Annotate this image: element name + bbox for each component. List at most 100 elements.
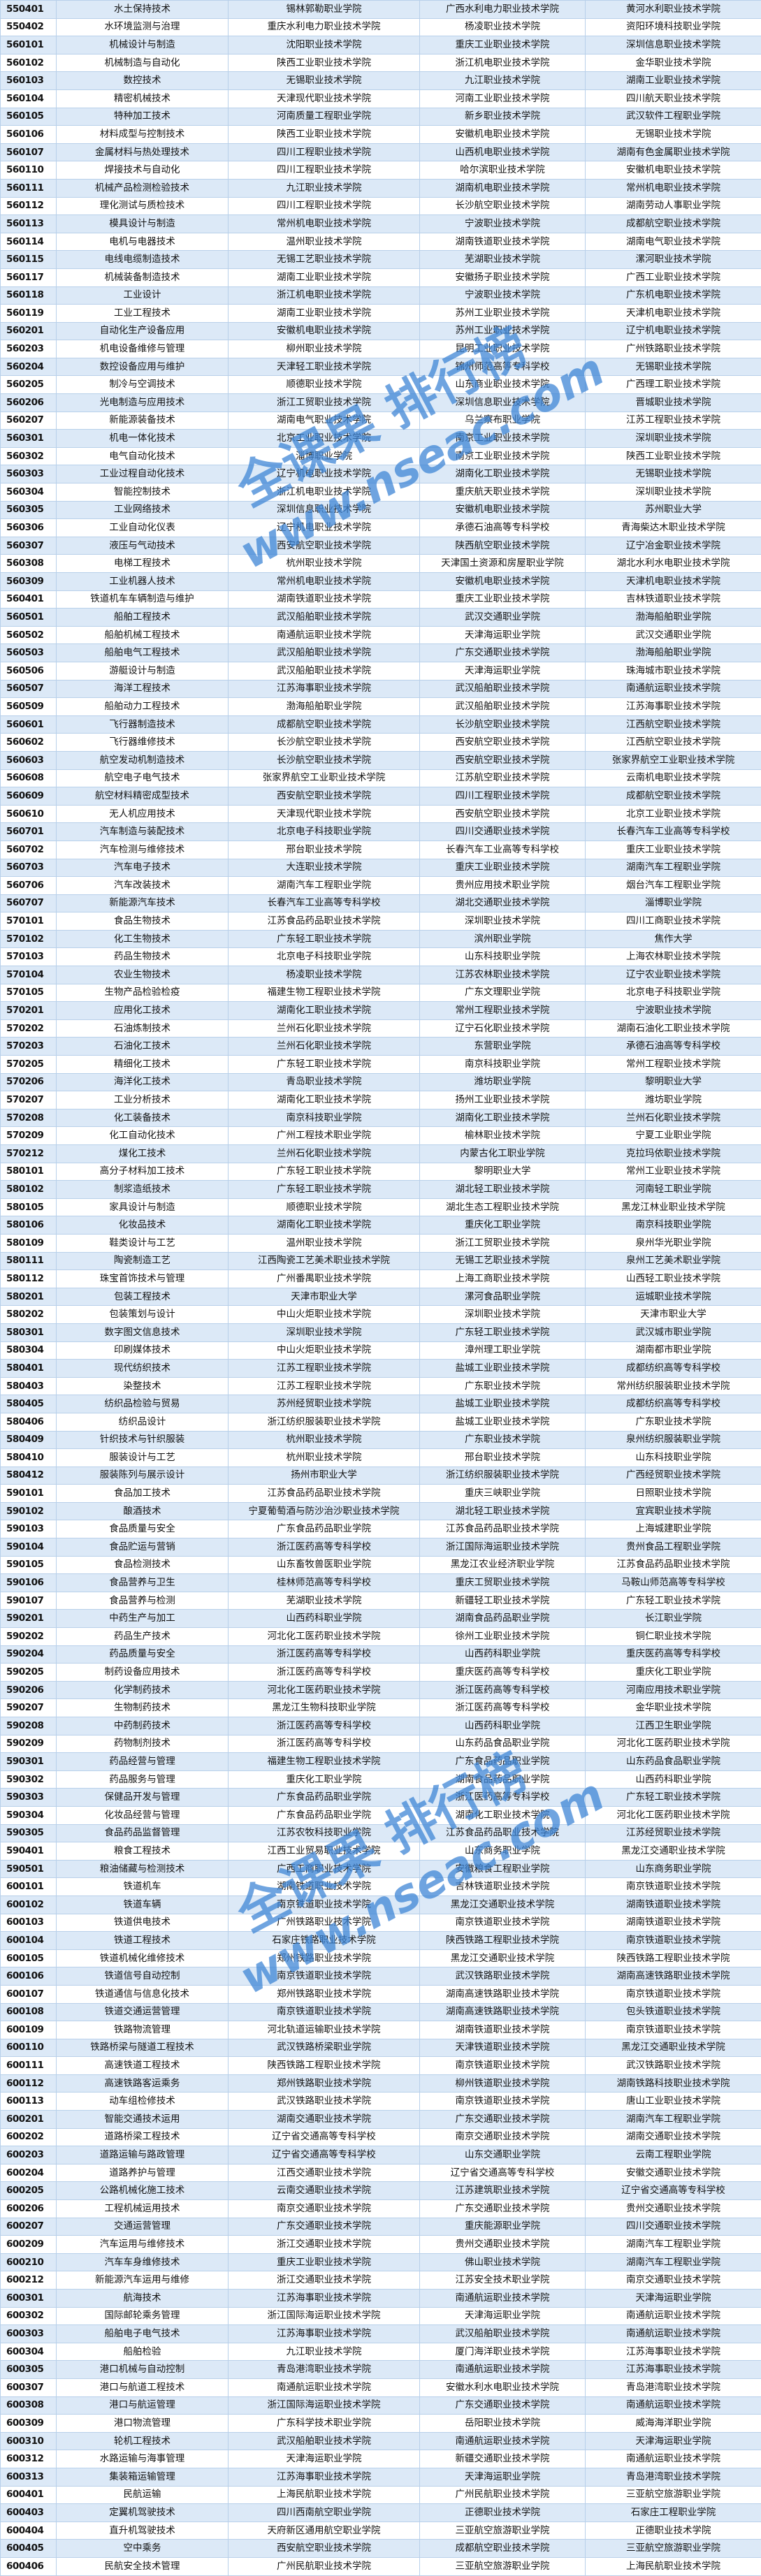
major-name: 粮油储藏与检测技术 — [57, 1860, 229, 1878]
major-name: 食品药品监督管理 — [57, 1824, 229, 1842]
school-3: 南京铁道职业技术学院 — [586, 1985, 761, 2003]
school-3: 无锡职业技术学院 — [586, 126, 761, 144]
school-1: 淄博职业学院 — [229, 447, 420, 465]
major-code: 560307 — [1, 537, 57, 555]
major-code: 600406 — [1, 2557, 57, 2575]
major-name: 海洋工程技术 — [57, 680, 229, 698]
major-code: 560306 — [1, 519, 57, 537]
school-3: 天津机电职业技术学院 — [586, 573, 761, 591]
school-2: 新乡职业技术学院 — [420, 108, 586, 126]
school-1: 广东科学技术职业学院 — [229, 2415, 420, 2433]
school-2: 九江职业技术学院 — [420, 72, 586, 90]
school-1: 天津现代职业技术学院 — [229, 805, 420, 823]
school-2: 芜湖职业技术学院 — [420, 251, 586, 269]
school-2: 山东交通职业学院 — [420, 2146, 586, 2164]
school-2: 成都航空职业技术学院 — [420, 2540, 586, 2558]
school-1: 温州职业技术学院 — [229, 1234, 420, 1252]
major-name: 理化测试与质检技术 — [57, 197, 229, 215]
school-1: 江苏海事职业技术学院 — [229, 2325, 420, 2343]
major-code: 600301 — [1, 2290, 57, 2308]
major-name: 染整技术 — [57, 1377, 229, 1395]
school-1: 南京铁道职业技术学院 — [229, 1895, 420, 1914]
major-name: 电机与电器技术 — [57, 233, 229, 251]
major-code: 560103 — [1, 72, 57, 90]
school-3: 湖南高速铁路职业技术学院 — [586, 1967, 761, 1986]
school-2: 浙江医药高等专科学校 — [420, 1681, 586, 1699]
school-3: 贵州交通职业技术学院 — [586, 2200, 761, 2218]
school-1: 江西陶瓷工艺美术职业技术学院 — [229, 1252, 420, 1270]
school-1: 杭州职业技术学院 — [229, 1431, 420, 1449]
major-name: 化学制药技术 — [57, 1681, 229, 1699]
school-2: 上海工商职业技术学院 — [420, 1270, 586, 1288]
school-3: 北京电子科技职业学院 — [586, 984, 761, 1002]
major-code: 590302 — [1, 1770, 57, 1789]
school-3: 广东轻工职业技术学院 — [586, 1592, 761, 1610]
school-2: 滨州职业学院 — [420, 930, 586, 948]
school-1: 浙江交通职业技术学院 — [229, 2236, 420, 2254]
school-3: 湖南汽车工程职业学院 — [586, 859, 761, 877]
major-code: 590105 — [1, 1556, 57, 1574]
major-name: 智能交通技术运用 — [57, 2111, 229, 2129]
school-2: 苏州工业职业技术学院 — [420, 322, 586, 340]
school-2: 江苏建筑职业技术学院 — [420, 2182, 586, 2200]
school-2: 扬州工业职业技术学院 — [420, 1091, 586, 1109]
school-3: 运城职业技术学院 — [586, 1288, 761, 1306]
school-2: 重庆工贸职业技术学院 — [420, 1574, 586, 1592]
school-1: 辽宁机电职业技术学院 — [229, 465, 420, 483]
major-name: 药品质量与安全 — [57, 1645, 229, 1664]
school-3: 天津市职业大学 — [586, 1306, 761, 1324]
school-3: 武汉交通职业学院 — [586, 626, 761, 644]
school-2: 湖北交通职业技术学院 — [420, 894, 586, 912]
school-2: 常州工程职业技术学院 — [420, 1002, 586, 1020]
school-2: 长沙航空职业技术学院 — [420, 197, 586, 215]
major-name: 国际邮轮乘务管理 — [57, 2307, 229, 2325]
school-1: 杭州职业技术学院 — [229, 1449, 420, 1467]
school-2: 长沙航空职业技术学院 — [420, 715, 586, 734]
major-code: 570103 — [1, 948, 57, 966]
major-name: 机电设备维修与管理 — [57, 340, 229, 358]
school-3: 南通航运职业技术学院 — [586, 2325, 761, 2343]
school-1: 天津现代职业技术学院 — [229, 89, 420, 108]
school-1: 江西工业贸易职业技术学院 — [229, 1842, 420, 1861]
major-code: 600112 — [1, 2074, 57, 2093]
major-name: 化工自动化技术 — [57, 1127, 229, 1145]
major-code: 590103 — [1, 1520, 57, 1538]
school-3: 金华职业技术学院 — [586, 54, 761, 72]
school-2: 重庆医药高等专科学校 — [420, 1664, 586, 1682]
major-code: 600210 — [1, 2253, 57, 2271]
major-code: 560115 — [1, 251, 57, 269]
school-1: 武汉船舶职业技术学院 — [229, 609, 420, 627]
major-code: 600403 — [1, 2504, 57, 2522]
school-3: 四川航天职业技术学院 — [586, 89, 761, 108]
school-1: 四川工程职业技术学院 — [229, 197, 420, 215]
school-1: 上海民航职业技术学院 — [229, 2486, 420, 2504]
major-name: 数字图文信息技术 — [57, 1323, 229, 1341]
major-code: 560110 — [1, 161, 57, 180]
major-name: 精细化工技术 — [57, 1056, 229, 1074]
school-1: 宁夏葡萄酒与防沙治沙职业技术学院 — [229, 1502, 420, 1520]
school-1: 九江职业技术学院 — [229, 179, 420, 197]
major-code: 600111 — [1, 2057, 57, 2075]
school-3: 武汉软件工程职业学院 — [586, 108, 761, 126]
school-2: 湖南化工职业技术学院 — [420, 1806, 586, 1824]
major-name: 汽车车身维修技术 — [57, 2253, 229, 2271]
school-2: 河南工业职业技术学院 — [420, 89, 586, 108]
school-2: 南京交通职业技术学院 — [420, 2128, 586, 2146]
school-2: 广西水利电力职业技术学院 — [420, 1, 586, 19]
school-3: 常州纺织服装职业技术学院 — [586, 1377, 761, 1395]
school-3: 四川工商职业技术学院 — [586, 912, 761, 931]
major-code: 560609 — [1, 787, 57, 806]
major-code: 560610 — [1, 805, 57, 823]
